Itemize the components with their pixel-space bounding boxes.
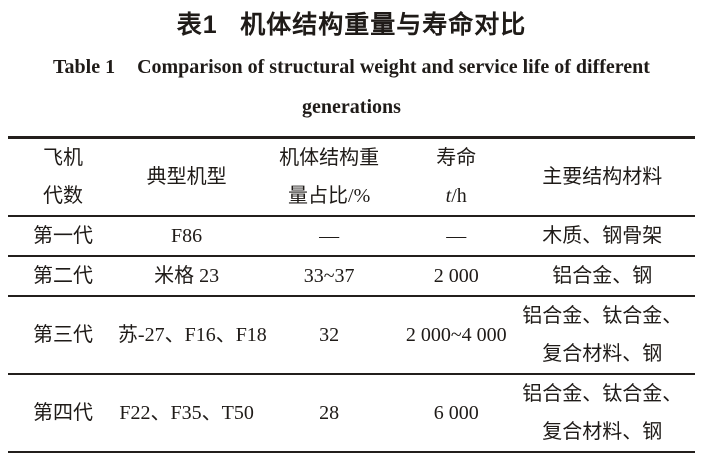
table-row: 第二代 米格 23 33~37 2 000 铝合金、钢 (8, 256, 695, 297)
caption-zh: 表1 机体结构重量与寿命对比 (0, 9, 703, 42)
caption-en-line2: generations (302, 96, 401, 118)
cell-life: — (403, 216, 510, 257)
cell-generation: 第三代 (8, 296, 118, 375)
cell-life: 2 000 (403, 256, 510, 297)
comparison-table: 飞机 代数 典型机型 机体结构重 量占比/% 寿命 t/h 主要结构材料 第一代… (8, 136, 695, 453)
cell-weight: 33~37 (255, 256, 403, 297)
cell-model: 米格 23 (117, 256, 256, 297)
cell-generation: 第一代 (8, 216, 118, 257)
cell-model: F86 (117, 216, 256, 257)
cell-weight: 28 (319, 402, 340, 424)
table-row: 第三代 苏-27、F16、F18 32 2 000~4 000 铝合金、钛合金、… (8, 296, 695, 375)
life-unit: /h (451, 185, 467, 207)
cell-life: 6 000 (433, 402, 479, 424)
cell-weight: 32 (255, 296, 403, 375)
cell-materials: 木质、钢骨架 (509, 216, 695, 257)
header-generation: 飞机 代数 (8, 137, 118, 217)
header-row: 飞机 代数 典型机型 机体结构重 量占比/% 寿命 t/h 主要结构材料 (8, 137, 695, 217)
header-life: 寿命 t/h (403, 137, 510, 217)
cell-model: 苏-27、F16、F18 (117, 296, 267, 375)
header-life-unit: t/h (403, 177, 509, 215)
cell-materials: 铝合金、钢 (509, 256, 695, 297)
cell-materials: 铝合金、钛合金、 复合材料、钢 (509, 296, 695, 375)
caption-en-text: Comparison of structural weight and serv… (137, 56, 650, 78)
header-model: 典型机型 (117, 137, 256, 217)
header-weight: 机体结构重 量占比/% (255, 137, 403, 217)
header-materials: 主要结构材料 (509, 137, 695, 217)
cell-model: F22、F35、T50 (119, 402, 254, 424)
caption-en-line1: Table 1 Comparison of structural weight a… (0, 47, 703, 87)
life-symbol: t (445, 185, 452, 207)
cell-generation: 第四代 (32, 402, 93, 424)
table-row: 第四代 F22、F35、T50 28 6 000 铝合金、钛合金、 复合材料、钢 (8, 374, 695, 453)
cell-materials: 铝合金、钛合金、 复合材料、钢 (522, 383, 683, 443)
caption-en-label: Table 1 (53, 56, 116, 78)
caption-en: Table 1 Comparison of structural weight a… (0, 47, 703, 127)
table-row: 第一代 F86 — — 木质、钢骨架 (8, 216, 695, 257)
cell-life: 2 000~4 000 (403, 296, 510, 375)
cell-weight: — (255, 216, 403, 257)
cell-generation: 第二代 (8, 256, 118, 297)
caption-zh-label: 表1 (176, 11, 218, 39)
header-life-label: 寿命 (436, 147, 477, 169)
caption-zh-text: 机体结构重量与寿命对比 (240, 11, 527, 39)
